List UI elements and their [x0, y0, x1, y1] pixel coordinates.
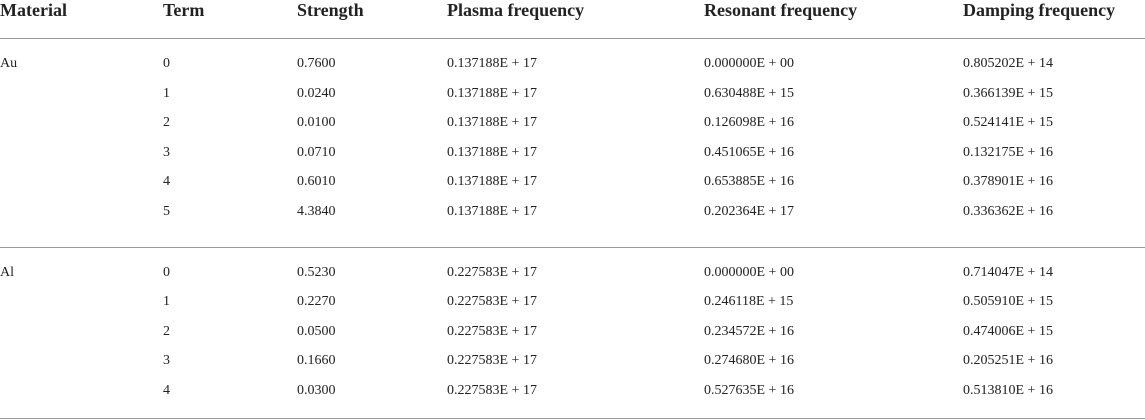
- table-cell: 0.0300: [297, 383, 336, 398]
- table-cell: 3: [163, 353, 170, 369]
- table-cell: 0.2270: [297, 294, 336, 310]
- table-cell: 0.000000E + 00: [704, 264, 794, 280]
- table-cell: 0.274680E + 16: [704, 353, 794, 369]
- table-cell: 0.132175E + 16: [963, 144, 1053, 160]
- table-cell: 0.137188E + 17: [447, 174, 537, 190]
- table-cell: 0.653885E + 16: [704, 174, 794, 190]
- table-cell: 0.378901E + 16: [963, 174, 1053, 190]
- table-cell: 0.474006E + 15: [963, 323, 1053, 339]
- table-cell: 0.1660: [297, 353, 336, 369]
- table-cell: 0.714047E + 14: [963, 264, 1053, 280]
- table-cell: 0.505910E + 15: [963, 294, 1053, 310]
- table-cell: 0.137188E + 17: [447, 56, 537, 71]
- table-cell: 0.205251E + 16: [963, 353, 1053, 369]
- table-cell: 4: [163, 174, 170, 190]
- table-cell: 0.227583E + 17: [447, 353, 537, 369]
- table-cell: 0.137188E + 17: [447, 85, 537, 101]
- table-cell: 4: [163, 383, 170, 398]
- table-cell: 0: [163, 264, 170, 280]
- column-header: Plasma frequency: [447, 0, 585, 20]
- table-cell: 0.0240: [297, 85, 336, 101]
- table-cell: 0.137188E + 17: [447, 115, 537, 131]
- table-cell: 0.6010: [297, 174, 336, 190]
- table-cell: 0.513810E + 16: [963, 383, 1053, 398]
- header-rule: [0, 38, 1145, 39]
- table-cell: 0.7600: [297, 56, 336, 71]
- table-cell: 0.0710: [297, 144, 336, 160]
- column-header: Strength: [297, 0, 364, 20]
- column-header: Material: [0, 0, 67, 20]
- table-cell: 0.805202E + 14: [963, 56, 1053, 71]
- material-cell: Au: [0, 56, 18, 71]
- table-cell: 0.234572E + 16: [704, 323, 794, 339]
- group-rule: [0, 246, 1145, 248]
- table-cell: 2: [163, 115, 170, 131]
- table-cell: 0.227583E + 17: [447, 294, 537, 310]
- material-cell: Al: [0, 264, 14, 280]
- table-cell: 3: [163, 144, 170, 160]
- table-cell: 4.3840: [297, 204, 336, 219]
- table-cell: 0.527635E + 16: [704, 383, 794, 398]
- table-cell: 0.227583E + 17: [447, 323, 537, 339]
- column-header: Resonant frequency: [704, 0, 858, 20]
- table-cell: 0.227583E + 17: [447, 383, 537, 398]
- table-cell: 0.202364E + 17: [704, 204, 794, 219]
- table-cell: 0.630488E + 15: [704, 85, 794, 101]
- table-cell: 0: [163, 56, 170, 71]
- table-cell: 0.451065E + 16: [704, 144, 794, 160]
- table-cell: 0.000000E + 00: [704, 56, 794, 71]
- table-cell: 0.126098E + 16: [704, 115, 794, 131]
- table-cell: 0.336362E + 16: [963, 204, 1053, 219]
- table-cell: 0.227583E + 17: [447, 264, 537, 280]
- table-cell: 0.137188E + 17: [447, 204, 537, 219]
- column-header: Term: [163, 0, 205, 20]
- table-cell: 0.246118E + 15: [704, 294, 794, 310]
- table-cell: 0.0100: [297, 115, 336, 131]
- table-cell: 0.0500: [297, 323, 336, 339]
- table-cell: 2: [163, 323, 170, 339]
- table-cell: 0.137188E + 17: [447, 144, 537, 160]
- table-cell: 0.5230: [297, 264, 336, 280]
- table-cell: 1: [163, 294, 170, 310]
- group-rule: [0, 418, 1145, 419]
- table-cell: 0.366139E + 15: [963, 85, 1053, 101]
- table-cell: 5: [163, 204, 170, 219]
- table-cell: 1: [163, 85, 170, 101]
- table-cell: 0.524141E + 15: [963, 115, 1053, 131]
- column-header: Damping frequency: [963, 0, 1116, 20]
